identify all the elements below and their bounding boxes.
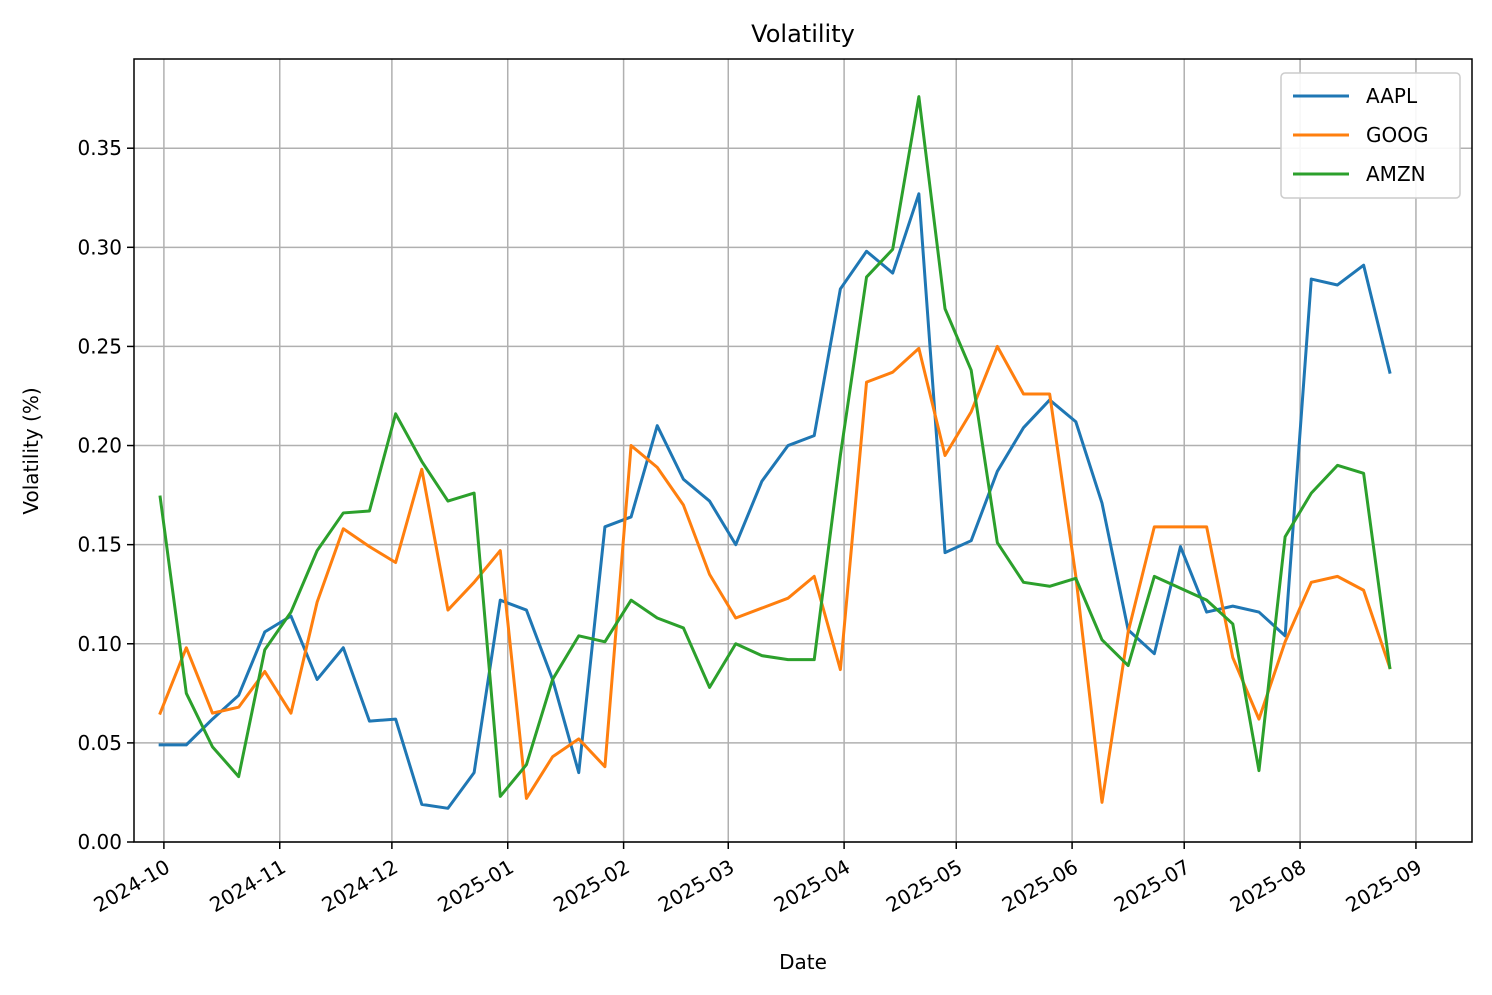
chart-title: Volatility [751, 20, 855, 48]
y-tick-label: 0.30 [77, 235, 122, 259]
legend-box [1280, 72, 1461, 199]
y-tick-label: 0.15 [77, 533, 122, 557]
series-line-aapl [158, 192, 1392, 810]
y-tick-label: 0.00 [77, 830, 122, 854]
legend-label-goog: GOOG [1366, 123, 1428, 147]
series-line-goog [158, 344, 1392, 804]
y-axis-label: Volatility (%) [19, 387, 43, 514]
series-line-amzn [158, 95, 1392, 798]
y-tick-label: 0.35 [77, 136, 122, 160]
plot-frame [133, 58, 1473, 843]
y-tick-label: 0.25 [77, 334, 122, 358]
y-tick-label: 0.10 [77, 632, 122, 656]
legend-label-aapl: AAPL [1366, 84, 1418, 108]
legend: AAPL GOOG AMZN [1280, 72, 1461, 199]
legend-label-amzn: AMZN [1366, 162, 1426, 186]
y-axis-ticks: 0.00 0.05 0.10 0.15 0.20 0.25 0.30 0.35 [77, 136, 134, 854]
series-lines [158, 95, 1392, 810]
y-tick-label: 0.05 [77, 731, 122, 755]
y-tick-label: 0.20 [77, 434, 122, 458]
x-axis-label: Date [779, 950, 827, 974]
